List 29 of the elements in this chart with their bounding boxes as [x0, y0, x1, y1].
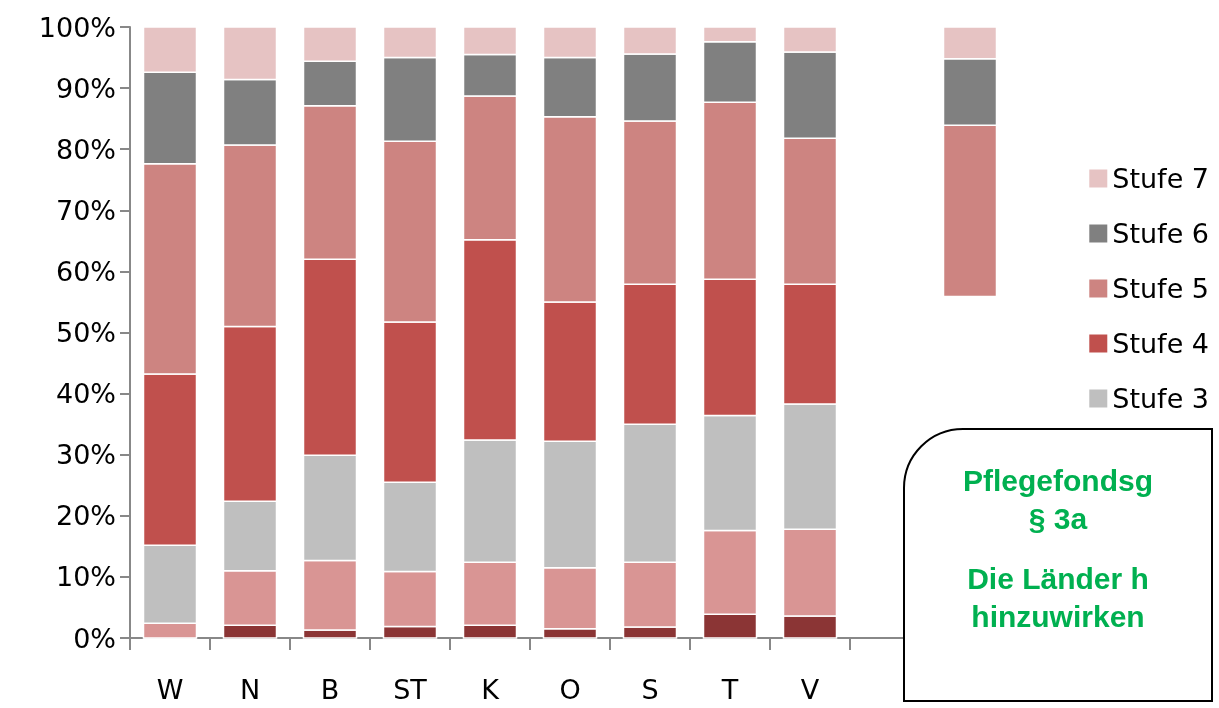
legend-label: Stufe 3 — [1112, 383, 1209, 414]
y-tick-label: 90% — [55, 72, 116, 104]
y-tick-label: 10% — [55, 561, 116, 593]
x-tick-label: W — [156, 674, 184, 705]
y-tick-label: 50% — [55, 317, 116, 348]
y-tick-label: 0% — [73, 622, 116, 654]
y-tick-label: 80% — [55, 133, 116, 165]
y-tick-label: 60% — [55, 255, 116, 287]
y-tick-label: 40% — [55, 378, 116, 410]
x-tick-label: N — [239, 674, 261, 705]
legend-label: Stufe 5 — [1112, 273, 1209, 304]
x-tick-label: O — [559, 674, 581, 705]
annotation: hinzuwirken — [970, 599, 1146, 635]
legend-label: Stufe 4 — [1112, 328, 1209, 359]
x-tick-label: V — [800, 674, 820, 705]
y-tick-label: 100% — [38, 11, 116, 43]
legend-label: Stufe 7 — [1112, 163, 1209, 194]
x-tick-label: B — [320, 674, 340, 705]
text: § 3a — [1027, 501, 1089, 537]
x-tick-label: S — [641, 674, 659, 705]
y-tick-label: 20% — [55, 500, 116, 532]
y-tick-label: 70% — [55, 194, 116, 226]
x-tick-label: K — [481, 674, 501, 705]
x-tick-label: ST — [393, 674, 428, 705]
x-tick-label: T — [720, 674, 739, 705]
annotation: Die Länder h — [966, 561, 1150, 597]
annotation: Pflegefondsg — [962, 463, 1154, 499]
y-tick-label: 30% — [55, 439, 116, 471]
legend-label: Stufe 6 — [1112, 218, 1209, 249]
